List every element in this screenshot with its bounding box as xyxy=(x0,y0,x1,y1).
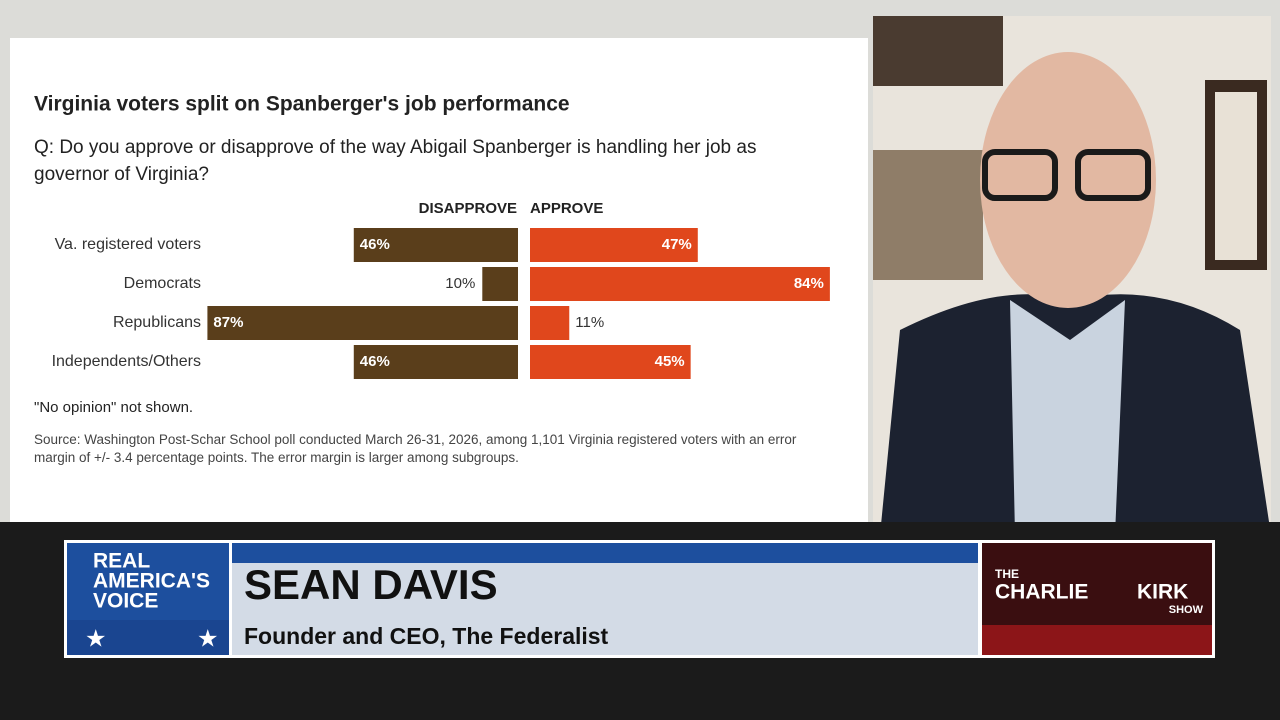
chart-subtitle: Q: Do you approve or disapprove of the w… xyxy=(34,137,757,185)
chart-source: Source: Washington Post-Schar School pol… xyxy=(34,432,797,465)
category-label: Democrats xyxy=(124,275,201,292)
network-logo-text: VOICE xyxy=(93,590,158,613)
chart-title: Virginia voters split on Spanberger's jo… xyxy=(34,93,570,116)
show-logo-text: THE xyxy=(995,567,1019,581)
category-label: Republicans xyxy=(113,314,201,331)
value-label: 46% xyxy=(360,236,390,253)
value-label: 87% xyxy=(213,314,243,331)
network-logo-text: AMERICA'S xyxy=(93,570,210,593)
guest-role: Founder and CEO, The Federalist xyxy=(244,623,609,649)
bar xyxy=(530,306,570,340)
show-logo-text: SHOW xyxy=(1169,604,1204,616)
value-label: 46% xyxy=(360,353,390,370)
video-feed xyxy=(873,16,1271,535)
show-logo-text: CHARLIE xyxy=(995,581,1088,604)
bar xyxy=(482,267,518,301)
category-label: Independents/Others xyxy=(52,353,201,370)
show-logo-text: KIRK xyxy=(1137,581,1188,604)
value-label: 84% xyxy=(794,275,824,292)
frame-art xyxy=(1215,92,1257,260)
guest-name: SEAN DAVIS xyxy=(244,561,498,608)
books xyxy=(873,16,1003,86)
bar xyxy=(530,345,691,379)
glasses xyxy=(1075,149,1151,201)
bar xyxy=(207,306,518,340)
bar xyxy=(353,228,518,262)
glasses xyxy=(982,149,1058,201)
chart-note: "No opinion" not shown. xyxy=(34,399,194,416)
value-label: 11% xyxy=(575,314,604,331)
name-strip xyxy=(232,543,978,563)
network-logo-text: REAL xyxy=(93,550,150,573)
bar xyxy=(530,267,830,301)
name-box xyxy=(232,563,978,655)
books xyxy=(873,150,983,280)
value-label: 47% xyxy=(662,236,692,253)
head xyxy=(980,52,1156,308)
bar xyxy=(530,228,698,262)
legend-label: DISAPPROVE xyxy=(419,200,517,217)
star: ★ xyxy=(85,625,107,652)
network-logo-base xyxy=(67,620,229,655)
value-label: 10% xyxy=(445,275,475,292)
shirt xyxy=(1010,300,1125,535)
bar xyxy=(353,345,518,379)
legend-label: APPROVE xyxy=(530,200,603,217)
value-label: 45% xyxy=(655,353,685,370)
star: ★ xyxy=(197,625,219,652)
show-logo-glow xyxy=(982,625,1212,655)
category-label: Va. registered voters xyxy=(55,236,201,253)
